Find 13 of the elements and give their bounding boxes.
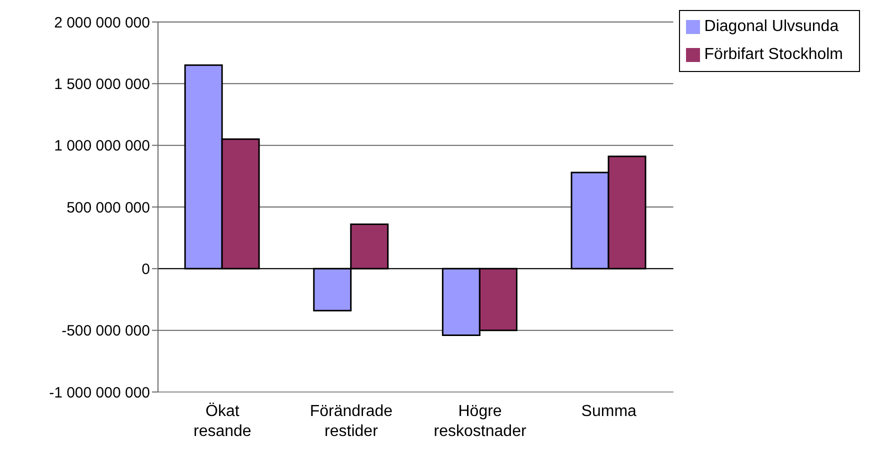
y-tick-label: 1 500 000 000 xyxy=(54,76,150,93)
x-tick-label: Förändrade restider xyxy=(310,403,393,440)
y-tick-label: 2 000 000 000 xyxy=(54,14,150,32)
y-tick-label: 1 000 000 000 xyxy=(54,138,150,155)
x-tick-label: Summa xyxy=(581,403,637,420)
legend-label: Förbifart Stockholm xyxy=(704,46,843,63)
y-tick-label: 500 000 000 xyxy=(66,199,150,216)
y-tick-label: -1 000 000 000 xyxy=(49,384,150,402)
x-tick-label: Ökat resande xyxy=(193,402,252,440)
x-tick-label: Högre reskostnader xyxy=(434,403,527,440)
y-tick-label: 0 xyxy=(142,260,150,278)
y-tick-label: -500 000 000 xyxy=(62,322,150,340)
legend-label: Diagonal Ulvsunda xyxy=(704,18,839,35)
